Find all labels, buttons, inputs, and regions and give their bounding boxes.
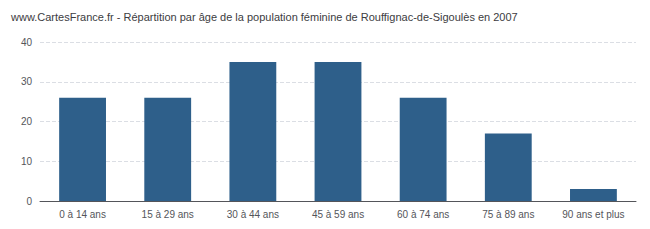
svg-text:10: 10	[21, 156, 33, 167]
svg-text:www.CartesFrance.fr - Répartit: www.CartesFrance.fr - Répartition par âg…	[10, 11, 518, 23]
svg-text:90 ans et plus: 90 ans et plus	[562, 209, 624, 220]
svg-text:20: 20	[21, 116, 33, 127]
svg-text:15 à 29 ans: 15 à 29 ans	[142, 209, 194, 220]
svg-text:0: 0	[26, 196, 32, 207]
svg-text:30 à 44 ans: 30 à 44 ans	[227, 209, 279, 220]
svg-text:75 à 89 ans: 75 à 89 ans	[482, 209, 534, 220]
svg-text:40: 40	[21, 37, 33, 48]
svg-text:60 à 74 ans: 60 à 74 ans	[397, 209, 449, 220]
svg-text:45 à 59 ans: 45 à 59 ans	[312, 209, 364, 220]
svg-text:0 à 14 ans: 0 à 14 ans	[59, 209, 106, 220]
svg-text:30: 30	[21, 76, 33, 87]
